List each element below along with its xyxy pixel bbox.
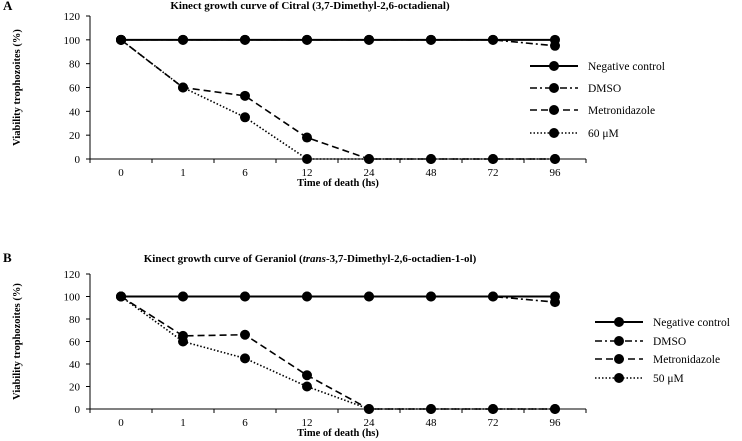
x-tick-label: 1 <box>180 167 186 179</box>
x-tick-label: 12 <box>302 167 313 179</box>
data-point <box>364 34 374 45</box>
chart-panel-a: A Kinect growth curve of Citral (3,7-Dime… <box>3 0 665 189</box>
y-tick-label: 20 <box>69 130 81 142</box>
legend-marker <box>549 128 559 138</box>
x-tick-label: 72 <box>488 417 499 429</box>
data-point <box>240 34 250 45</box>
series-line-dotted <box>120 295 555 410</box>
legend-label: Negative control <box>653 317 730 329</box>
data-point <box>116 34 126 45</box>
x-tick-label: 48 <box>426 167 438 179</box>
y-tick-label: 20 <box>69 382 81 394</box>
y-tick-label: 100 <box>64 35 81 47</box>
x-tick-label: 0 <box>118 167 124 179</box>
data-point <box>302 132 312 143</box>
data-point <box>364 154 374 164</box>
data-point <box>426 404 436 414</box>
y-tick-label: 40 <box>69 359 81 371</box>
data-point <box>550 404 560 414</box>
data-point <box>550 154 560 164</box>
data-point <box>426 34 436 45</box>
y-axis-title: Viability trophozoites (%) <box>12 283 23 400</box>
data-point <box>488 404 498 414</box>
legend-label: 50 μM <box>653 373 684 385</box>
chart-title: Kinect growth curve of Citral (3,7-Dimet… <box>170 0 450 12</box>
chart-title: Kinect growth curve of Geraniol (trans-3… <box>144 253 477 265</box>
y-tick-label: 80 <box>69 314 81 326</box>
data-point <box>116 291 126 302</box>
data-point <box>488 291 498 302</box>
y-tick-label: 0 <box>75 404 81 416</box>
data-point <box>178 82 188 93</box>
series-line-dashed <box>120 39 555 160</box>
data-point <box>302 370 312 381</box>
chart-panel-b: B Kinect growth curve of Geraniol (trans-… <box>3 250 730 439</box>
series-line-dashed <box>120 295 555 410</box>
legend-label: Metronidazole <box>588 105 655 117</box>
legend-label: Metronidazole <box>653 354 720 366</box>
data-point <box>426 154 436 164</box>
x-tick-label: 96 <box>550 417 562 429</box>
y-axis-title: Viability trophozoites (%) <box>12 29 23 146</box>
y-tick-label: 60 <box>69 337 81 349</box>
data-point <box>302 381 312 392</box>
data-point <box>488 34 498 45</box>
x-tick-label: 12 <box>302 417 313 429</box>
data-point <box>488 154 498 164</box>
data-point <box>178 330 188 341</box>
data-point <box>178 291 188 302</box>
y-tick-label: 120 <box>64 11 81 23</box>
legend-label: DMSO <box>588 83 621 95</box>
data-point <box>426 291 436 302</box>
x-axis-title: Time of death (hs) <box>297 428 379 439</box>
y-tick-label: 80 <box>69 59 81 71</box>
x-tick-label: 6 <box>242 417 248 429</box>
data-point <box>364 404 374 414</box>
y-tick-label: 120 <box>64 269 81 281</box>
x-tick-label: 24 <box>364 417 376 429</box>
data-point <box>302 291 312 302</box>
data-point <box>240 353 250 364</box>
legend-label: 60 μM <box>588 128 619 140</box>
series-line-dotted <box>120 39 555 160</box>
y-tick-label: 60 <box>69 83 81 95</box>
data-point <box>302 34 312 45</box>
x-tick-label: 48 <box>426 417 438 429</box>
data-point <box>240 329 250 340</box>
data-point <box>550 291 560 302</box>
legend-label: Negative control <box>588 61 665 73</box>
legend-marker <box>614 317 624 327</box>
y-tick-label: 0 <box>75 154 81 166</box>
x-tick-label: 24 <box>364 167 376 179</box>
data-point <box>302 154 312 164</box>
data-point <box>240 291 250 302</box>
x-tick-label: 6 <box>242 167 248 179</box>
data-point <box>240 90 250 101</box>
data-point <box>550 34 560 45</box>
legend-marker <box>614 354 624 364</box>
x-tick-label: 0 <box>118 417 124 429</box>
y-tick-label: 40 <box>69 106 81 118</box>
legend-marker <box>614 336 624 346</box>
data-point <box>240 112 250 123</box>
legend-marker <box>549 105 559 115</box>
legend-label: DMSO <box>653 336 686 348</box>
data-point <box>178 34 188 45</box>
legend-marker <box>549 83 559 93</box>
y-tick-label: 100 <box>64 292 81 304</box>
x-axis-title: Time of death (hs) <box>297 178 379 189</box>
legend-marker <box>614 373 624 383</box>
panel-label: A <box>3 0 13 13</box>
panel-label: B <box>3 250 12 265</box>
x-tick-label: 96 <box>550 167 562 179</box>
x-tick-label: 72 <box>488 167 499 179</box>
legend-marker <box>549 61 559 71</box>
data-point <box>364 291 374 302</box>
x-tick-label: 1 <box>180 417 186 429</box>
